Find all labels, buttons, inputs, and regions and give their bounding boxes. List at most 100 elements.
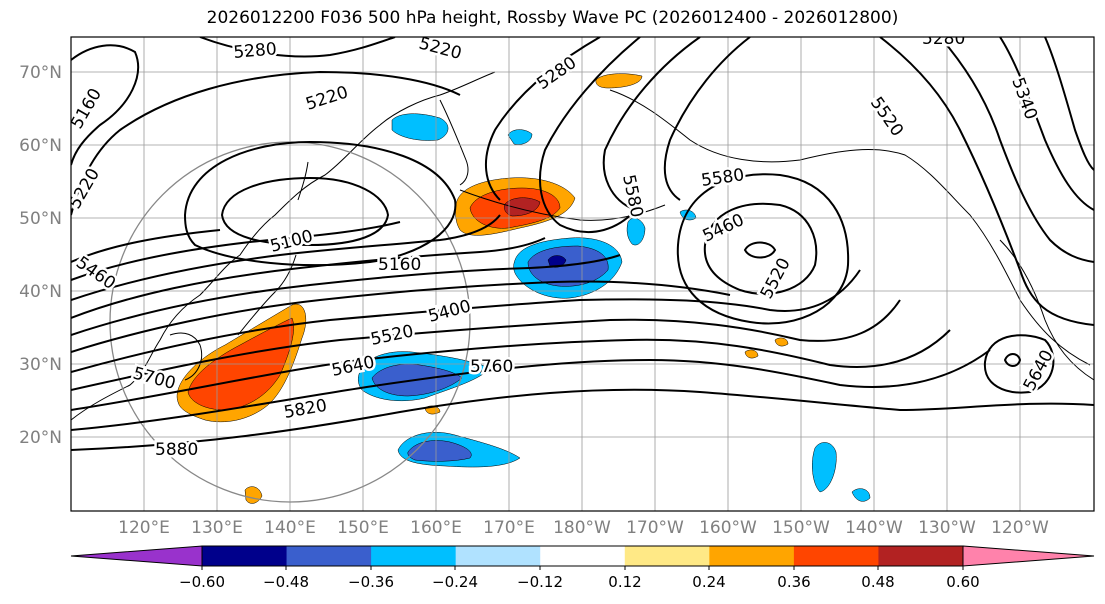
contour-closed-low-west <box>220 176 390 247</box>
coastline-kamchatka <box>439 99 469 186</box>
anomaly-negative-hawaii <box>812 442 837 493</box>
contour-line <box>71 299 901 391</box>
colorbar-box <box>709 546 795 566</box>
lat-label: 70°N <box>19 63 62 83</box>
lon-label: 170°E <box>483 518 535 538</box>
lat-label: 40°N <box>19 282 62 302</box>
colorbar-box <box>371 546 457 566</box>
lon-label: 180°W <box>553 518 611 538</box>
colorbar-label: 0.12 <box>608 573 641 591</box>
colorbar: −0.60 −0.48 −0.36 −0.24 −0.12 0.12 0.24 … <box>70 545 1095 591</box>
colorbar-label: −0.24 <box>432 573 478 591</box>
lon-label: 140°E <box>264 518 316 538</box>
contour-ring-subtropical <box>983 334 1055 394</box>
contour-label: 5880 <box>155 440 198 460</box>
colorbar-box <box>286 546 372 566</box>
colorbar-label: −0.36 <box>348 573 394 591</box>
lat-label: 50°N <box>19 209 62 229</box>
contour-closed-low-subtropical <box>1003 353 1022 367</box>
contour-label: 5160 <box>378 255 421 275</box>
colorbar-box <box>455 546 541 566</box>
lon-label: 170°W <box>626 518 684 538</box>
lon-label: 130°E <box>191 518 243 538</box>
anomaly-positive-bering <box>595 73 643 89</box>
coastline-korea-china <box>169 332 203 381</box>
lon-tick-labels: 120°E 130°E 140°E 150°E 160°E 170°E 180°… <box>118 518 1049 538</box>
colorbar-box <box>202 546 288 566</box>
coastline-sakhalin <box>297 161 309 201</box>
contour-line <box>663 37 751 201</box>
colorbar-extend-high <box>962 545 1095 567</box>
colorbar-boxes <box>202 546 964 566</box>
lon-label: 150°E <box>337 518 389 538</box>
map-frame <box>70 36 1095 512</box>
colorbar-ticks <box>201 566 964 570</box>
contour-line <box>602 37 701 211</box>
anomaly-positive-small-1 <box>744 349 759 359</box>
colorbar-outline <box>201 545 964 567</box>
contour-ring-west <box>183 140 457 267</box>
colorbar-box <box>793 546 879 566</box>
contour-line <box>71 237 546 319</box>
contour-line <box>71 388 1094 451</box>
lon-label: 140°W <box>845 518 903 538</box>
lon-label: 150°W <box>772 518 830 538</box>
anomaly-negative-gulf <box>626 217 646 246</box>
colorbar-box <box>540 546 626 566</box>
lat-label: 30°N <box>19 355 62 375</box>
contour-line <box>71 280 731 353</box>
contour-ring-east-1 <box>703 202 818 295</box>
colorbar-label: −0.12 <box>517 573 563 591</box>
colorbar-label: 0.48 <box>861 573 894 591</box>
contour-line <box>484 37 601 201</box>
coastline-asia <box>71 71 496 421</box>
contour-line <box>71 221 401 281</box>
lon-label: 160°E <box>410 518 462 538</box>
contour-closed-low-east <box>743 241 777 259</box>
colorbar-box <box>878 546 964 566</box>
lon-label: 120°W <box>991 518 1049 538</box>
contour-line <box>199 37 396 58</box>
contour-line <box>71 269 861 373</box>
colorbar-label: −0.48 <box>263 573 309 591</box>
contour-line <box>1044 37 1094 171</box>
height-contours <box>71 37 1094 451</box>
colorbar-box <box>624 546 710 566</box>
anomaly-positive-small-2 <box>774 337 789 347</box>
contour-line <box>71 349 991 431</box>
lon-label: 120°E <box>118 518 170 538</box>
contour-line <box>539 37 641 234</box>
colorbar-tick-labels: −0.60 −0.48 −0.36 −0.24 −0.12 0.12 0.24 … <box>179 573 980 591</box>
anomaly-negative-subtropical-core <box>407 440 472 462</box>
contour-line <box>71 70 461 216</box>
anomaly-negative-caribbean <box>851 488 871 502</box>
anomaly-negative-okhotsk <box>391 113 449 141</box>
lat-label: 60°N <box>19 136 62 156</box>
colorbar-label: 0.24 <box>692 573 725 591</box>
contour-line <box>71 329 951 411</box>
lon-label: 130°W <box>918 518 976 538</box>
lat-tick-labels: 70°N 60°N 50°N 40°N 30°N 20°N <box>19 63 62 448</box>
lon-label: 160°W <box>699 518 757 538</box>
anomaly-negative-kamchatka <box>507 129 533 145</box>
contour-label: 5280 <box>922 29 965 49</box>
colorbar-label: 0.36 <box>777 573 810 591</box>
colorbar-extend-low <box>70 545 203 567</box>
contour-line <box>879 37 1094 326</box>
figure-title: 2026012200 F036 500 hPa height, Rossby W… <box>206 8 899 28</box>
contour-line <box>939 37 1094 263</box>
coastline-aleutians <box>459 189 666 221</box>
contour-ring-east-2 <box>676 173 850 325</box>
contour-label: 5280 <box>233 39 278 63</box>
coastline-japan <box>237 254 297 336</box>
contour-line <box>71 44 140 166</box>
contour-line <box>71 229 221 263</box>
contour-line <box>999 37 1094 211</box>
contour-label: 5760 <box>470 357 513 377</box>
colorbar-label: −0.60 <box>179 573 225 591</box>
lat-label: 20°N <box>19 428 62 448</box>
contour-line <box>71 214 501 301</box>
colorbar-label: 0.60 <box>946 573 979 591</box>
